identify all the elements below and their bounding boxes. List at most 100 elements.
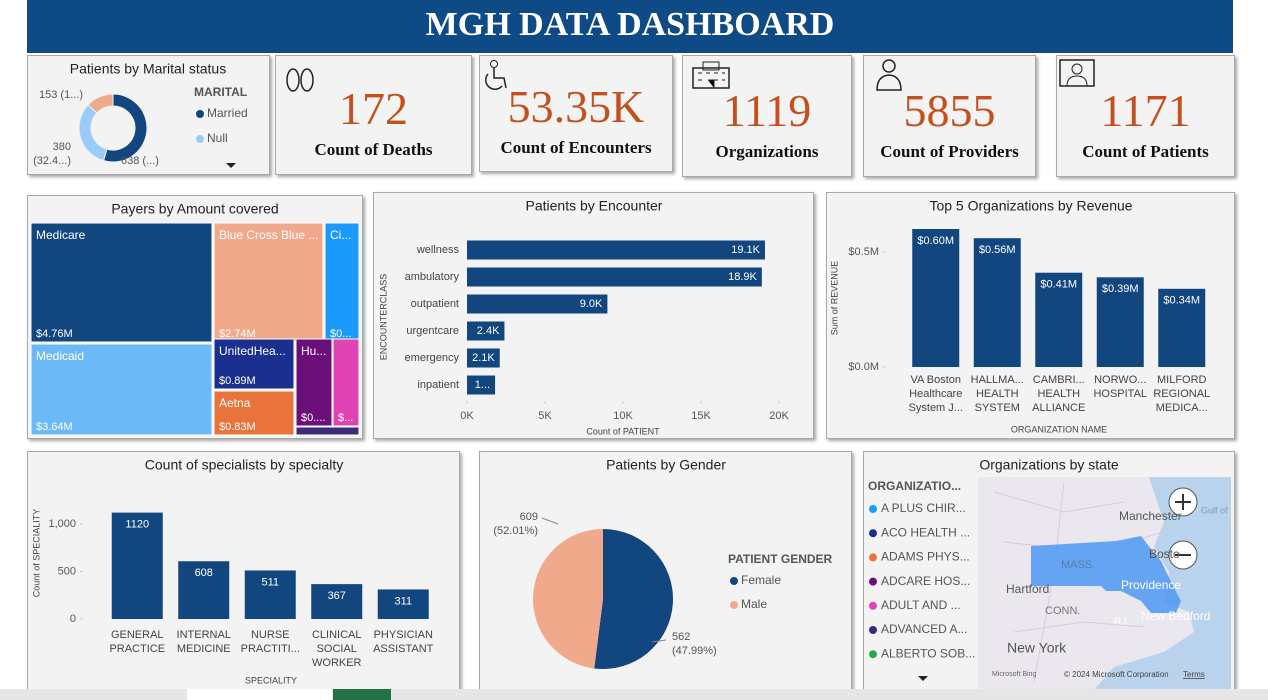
data-label: 1...: [475, 379, 490, 391]
pie-slice: [594, 529, 674, 669]
x-tick-label: NURSE PRACTITI...: [240, 629, 300, 655]
chart: Patients by Marital status MARITAL Married…: [70, 61, 248, 168]
map-label: Gulf of: [1201, 505, 1228, 515]
data-label: 153 (1...): [39, 89, 84, 101]
treemap-tile: [295, 338, 333, 427]
pie-slice: [533, 529, 603, 669]
x-tick-label: 20K: [769, 410, 789, 422]
legend-swatch: [869, 650, 877, 659]
legend-label: Male: [741, 597, 767, 611]
kpi-label: Organizations: [715, 142, 819, 161]
chart-title: Patients by Gender: [606, 457, 726, 473]
kpi-card: 5855 Count of Providers: [863, 55, 1036, 177]
legend-label: ADVANCED A...: [881, 622, 967, 636]
map-label: MASS.: [1061, 559, 1095, 571]
bar: [467, 240, 765, 260]
x-axis-label: Count of PATIENT: [586, 426, 660, 436]
map-label: New York: [1007, 640, 1067, 656]
y-axis-label: ENCOUNTERCLASS: [378, 274, 388, 361]
chart: Patients by Encounter 0K 5K 10K 15K 20K wellne…: [378, 198, 789, 437]
data-label: 608: [195, 567, 213, 579]
legend-swatch: [869, 577, 877, 586]
donut-slice: [87, 93, 114, 114]
legend-swatch: [869, 553, 877, 562]
y-axis-label: Sum of REVENUE: [829, 261, 839, 336]
x-tick-label: PHYSICIAN ASSISTANT: [373, 629, 434, 655]
map-brand: Microsoft Bing: [992, 671, 1036, 678]
map-label: Manchester: [1119, 509, 1182, 523]
y-axis-label: Count of SPECIALITY: [31, 509, 41, 598]
kpi-value: 5855: [903, 85, 996, 136]
data-label: 9.0K: [580, 298, 603, 310]
chart-title: Patients by Encounter: [526, 198, 663, 214]
kpi-card: 1171 Count of Patients: [1056, 55, 1235, 177]
tile-label: Hu...: [301, 344, 326, 358]
x-tick-label: NORWO... HOSPITAL: [1093, 374, 1148, 400]
tile-value: $0.83M: [219, 421, 256, 433]
icon: [1059, 59, 1095, 87]
bar: [1158, 288, 1206, 367]
legend-swatch: [869, 529, 877, 538]
legend-swatch: [869, 505, 877, 513]
x-tick-label: 15K: [691, 410, 711, 422]
x-axis-label: SPECIALITY: [245, 675, 297, 685]
kpi-value: 1119: [722, 85, 812, 136]
bar: [467, 321, 505, 341]
treemap-tile: [324, 222, 360, 343]
data-label: 380 (32.4...): [33, 141, 71, 167]
icon: [876, 59, 902, 91]
data-label: 311: [394, 595, 412, 607]
tab[interactable]: [187, 689, 332, 700]
legend-title: ORGANIZATIO...: [868, 479, 961, 493]
bar: [244, 570, 296, 619]
data-label: 18.9K: [728, 271, 757, 283]
legend-label: ADCARE HOS...: [881, 574, 970, 588]
treemap-tile: [295, 426, 360, 436]
legend-swatch: [730, 601, 738, 609]
data-label: 2.1K: [472, 352, 495, 364]
legend-swatch: [196, 110, 204, 118]
legend-title: PATIENT GENDER: [728, 552, 833, 566]
bar: [467, 375, 496, 395]
tab[interactable]: [333, 689, 391, 700]
tile-label: Aetna: [219, 396, 251, 410]
payers-panel: Payers by Amount covered Medicare $4.76M Bl…: [27, 195, 363, 439]
data-label: $0.60M: [917, 235, 954, 247]
legend-swatch: [869, 601, 877, 610]
bar: [1035, 272, 1083, 367]
treemap-tile: [213, 338, 295, 390]
map-label: New Bedford: [1141, 609, 1210, 623]
legend-label: Null: [207, 131, 228, 145]
kpi-label: Count of Patients: [1082, 142, 1209, 161]
marital-panel: Patients by Marital status MARITAL Married…: [27, 55, 270, 175]
encounter-panel: Patients by Encounter 0K 5K 10K 15K 20K wellne…: [373, 192, 814, 439]
map-panel: Organizations by state ORGANIZATIO... A PL…: [863, 451, 1235, 691]
x-tick-label: VA Boston Healthcare System J...: [908, 374, 963, 414]
state-region[interactable]: [1031, 536, 1181, 613]
y-tick-label: $0.5M: [848, 246, 879, 258]
x-tick-label: HALLMA... HEALTH SYSTEM: [970, 374, 1024, 414]
y-tick-label: $0.0M: [848, 361, 879, 373]
chart-title: Patients by Marital status: [70, 61, 226, 77]
tile-value: $...: [338, 412, 353, 424]
header: MGH DATA DASHBOARD: [27, 0, 1233, 53]
data-label: $0.41M: [1040, 279, 1077, 291]
bar: [973, 238, 1021, 367]
kpi-value: 1171: [1100, 85, 1191, 136]
legend-label: ADULT AND ...: [881, 598, 961, 612]
tile-label: Medicare: [36, 228, 86, 242]
x-tick-label: CAMBRI... HEALTH ALLIANCE: [1032, 374, 1086, 414]
map: Organizations by state ORGANIZATIO... A PL…: [868, 457, 1231, 690]
chart: Top 5 Organizations by Revenue $0.0M $0.5M…: [829, 198, 1206, 434]
data-label: 2.4K: [477, 325, 500, 337]
kpi-value: 172: [339, 83, 408, 134]
bar: [311, 584, 363, 619]
y-tick-label: 500: [58, 565, 76, 577]
map-label: Hartford: [1006, 582, 1049, 596]
legend-swatch: [869, 626, 877, 634]
map-label: CONN.: [1045, 605, 1080, 617]
more-arrow[interactable]: [918, 676, 928, 681]
map-terms: Terms: [1183, 670, 1205, 679]
treemap-tile: [213, 222, 324, 343]
gender-panel: Patients by Gender PATIENT GENDER Female Ma…: [479, 451, 852, 691]
